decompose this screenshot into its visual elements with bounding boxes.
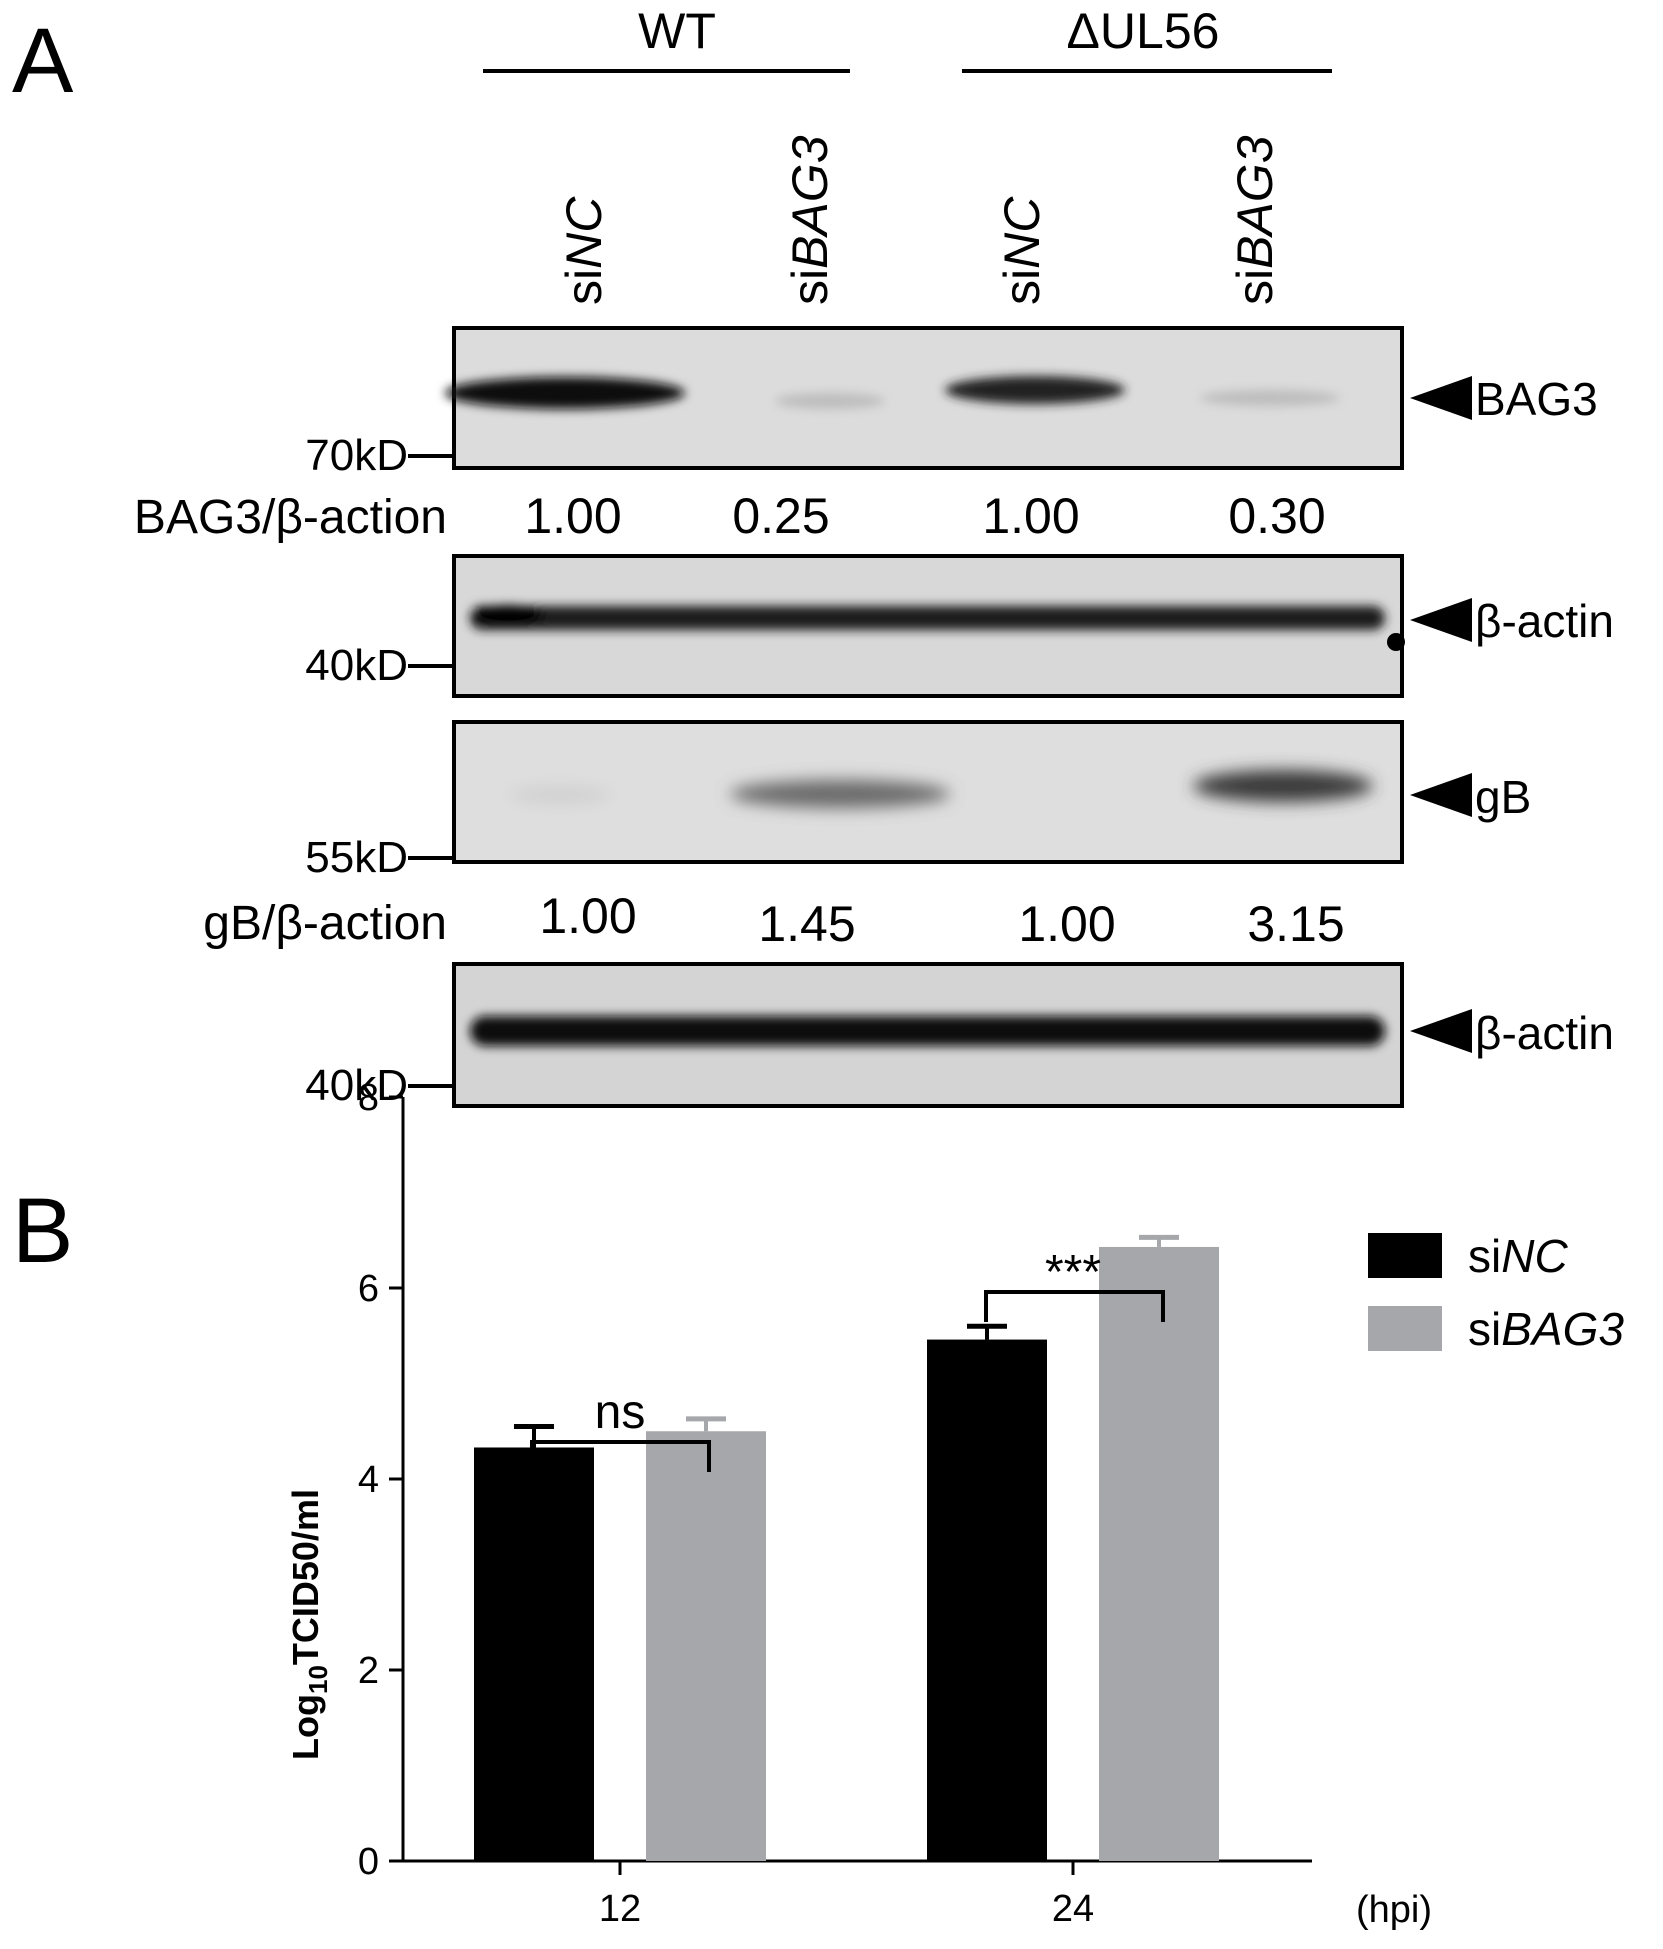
ratio-value: 1.00 [524, 488, 621, 544]
x-axis-unit: (hpi) [1356, 1889, 1432, 1931]
ratio-value: 0.25 [732, 488, 829, 544]
blot-marker-label-3: 55kD [305, 833, 408, 882]
legend: siNC siBAG3 [1368, 1230, 1624, 1355]
ratio-label-bag3: BAG3/β-action [134, 491, 447, 544]
legend-swatch-sinc [1368, 1233, 1442, 1278]
panel-a-letter: A [12, 10, 74, 112]
lane-labels: siNC siBAG3 siNC siBAG3 [556, 135, 1283, 305]
y-axis-label: Log10TCID50/ml [285, 1489, 333, 1760]
blot-beta-actin-2 [452, 962, 1404, 1108]
blot-target-label-4: β-actin [1475, 1007, 1614, 1059]
arrowhead-icon [1410, 773, 1472, 817]
y-tick-label: 0 [358, 1841, 379, 1883]
legend-label-sibag3: siBAG3 [1468, 1303, 1624, 1355]
blot-target-label-1: BAG3 [1475, 373, 1598, 425]
ratio-value: 3.15 [1247, 896, 1344, 952]
y-tick-label: 4 [358, 1459, 379, 1501]
arrowhead-icon [1410, 1009, 1472, 1053]
ratio-label-gb: gB/β-action [203, 897, 447, 950]
ratio-value: 1.00 [982, 488, 1079, 544]
significance-label-12: ns [595, 1386, 646, 1439]
legend-swatch-sibag3 [1368, 1306, 1442, 1351]
bar-sinc-24 [927, 1339, 1047, 1861]
lane-label-3: siNC [994, 196, 1050, 305]
significance-bracket-24 [984, 1290, 1165, 1322]
lane-label-2: siBAG3 [782, 135, 838, 305]
y-tick-label: 8 [358, 1077, 379, 1119]
ratio-value: 1.00 [539, 888, 636, 944]
significance-label-24: *** [1045, 1246, 1101, 1299]
blot-target-label-2: β-actin [1475, 595, 1614, 647]
ratio-value: 0.30 [1228, 488, 1325, 544]
blot-marker-label-2: 40kD [305, 641, 408, 690]
y-tick-label: 6 [358, 1268, 379, 1310]
group-label-wt: WT [638, 3, 716, 59]
y-tick-label: 2 [358, 1650, 379, 1692]
arrowhead-icon [1410, 376, 1472, 420]
bar-sibag3-12 [646, 1431, 766, 1861]
lane-label-1: siNC [556, 196, 612, 305]
panel-b-letter: B [12, 1180, 73, 1282]
group-label-dul56: ΔUL56 [1067, 3, 1220, 59]
bar-sibag3-24 [1099, 1246, 1219, 1861]
arrowhead-icon [1410, 598, 1472, 642]
ratio-value: 1.45 [758, 896, 855, 952]
blot-gb [452, 720, 1404, 864]
blot-beta-actin-1 [452, 554, 1405, 698]
lane-label-4: siBAG3 [1227, 135, 1283, 305]
bar-sinc-12 [474, 1447, 594, 1861]
ratio-value: 1.00 [1018, 896, 1115, 952]
blot-bag3 [445, 326, 1404, 470]
blot-target-label-3: gB [1475, 771, 1531, 823]
blot-marker-label-4: 40kD [305, 1061, 408, 1110]
x-tick-label: 24 [1052, 1888, 1094, 1930]
x-tick-label: 12 [599, 1888, 641, 1930]
legend-label-sinc: siNC [1468, 1230, 1568, 1282]
blot-marker-label-1: 70kD [305, 431, 408, 480]
significance-bracket-12 [530, 1440, 711, 1472]
